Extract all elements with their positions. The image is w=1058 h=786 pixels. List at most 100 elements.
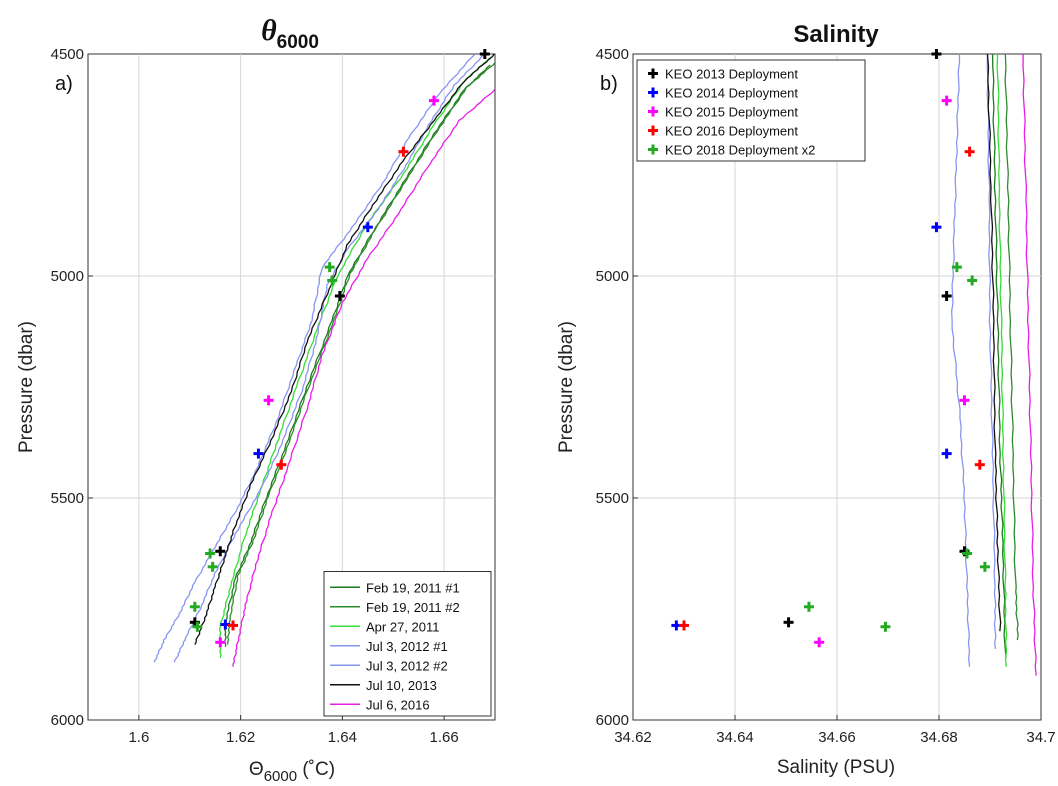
marker-point <box>941 290 952 301</box>
legend-label: Jul 3, 2012 #1 <box>366 639 448 654</box>
legend-label: KEO 2018 Deployment x2 <box>665 143 815 158</box>
marker-point <box>974 459 985 470</box>
chart-a-title-symbol: θ <box>261 14 277 47</box>
series-line-5 <box>996 54 1008 667</box>
y-tick-label: 5000 <box>51 268 84 285</box>
series-line-4 <box>991 54 1007 658</box>
chart-a-grid <box>88 54 495 720</box>
y-tick-label: 6000 <box>596 712 629 729</box>
y-tick-label: 5000 <box>596 268 629 285</box>
legend-box <box>323 571 492 717</box>
marker-point <box>215 546 226 557</box>
chart-b-xlabel: Salinity (PSU) <box>777 757 895 778</box>
chart-b-markers <box>671 49 990 648</box>
chart-a-ticks: 1.6 1.62 1.64 1.66 4500 5000 5500 6000 <box>51 46 459 746</box>
series-line-3 <box>218 57 491 658</box>
marker-point <box>263 395 274 406</box>
chart-a-xlabel-symbol: Θ <box>249 759 264 780</box>
chart-b-ticks: 34.62 34.64 34.66 34.68 34.7 4500 5000 5500 6000 <box>596 46 1056 746</box>
marker-point <box>679 620 689 631</box>
series-line-6 <box>1004 54 1019 641</box>
chart-b-legend: KEO 2013 Deployment KEO 2014 Deployment KE… <box>636 59 866 162</box>
x-tick-label: 34.64 <box>716 729 754 746</box>
series-line-7 <box>232 89 495 667</box>
marker-point <box>951 262 962 273</box>
marker-point <box>964 146 975 157</box>
x-tick-label: 1.66 <box>430 729 459 746</box>
chart-b-series <box>951 54 1037 676</box>
legend-label: KEO 2016 Deployment <box>665 124 798 139</box>
x-tick-label: 1.64 <box>328 729 357 746</box>
marker-point <box>205 548 216 559</box>
marker-point <box>362 222 373 233</box>
marker-point <box>334 290 345 301</box>
legend-label: Apr 27, 2011 <box>366 619 439 634</box>
x-tick-label: 34.66 <box>818 729 856 746</box>
marker-point <box>979 561 990 572</box>
chart-a-xlabel: Θ6000 (˚C) <box>249 759 335 785</box>
chart-a-ylabel: Pressure (dbar) <box>16 321 37 453</box>
marker-point <box>324 262 335 273</box>
series-line-1 <box>951 54 971 667</box>
legend-label: Feb 19, 2011 #2 <box>366 600 460 615</box>
marker-point <box>967 275 978 286</box>
chart-b-title: Salinity <box>793 21 879 48</box>
marker-point <box>880 621 891 632</box>
chart-a-title-subscript: 6000 <box>277 32 319 53</box>
x-tick-label: 34.62 <box>614 729 652 746</box>
marker-point <box>189 601 200 612</box>
y-tick-label: 6000 <box>51 712 84 729</box>
marker-point <box>479 49 490 59</box>
legend-box <box>636 59 866 162</box>
marker-point <box>398 146 409 157</box>
legend-label: Jul 6, 2016 <box>366 697 430 712</box>
marker-point <box>931 49 942 59</box>
series-line-5 <box>173 54 486 663</box>
series-line-7 <box>1022 54 1037 676</box>
series-line-6 <box>194 54 495 645</box>
marker-point <box>276 459 287 470</box>
chart-a-markers <box>189 49 490 648</box>
x-tick-label: 34.68 <box>920 729 958 746</box>
marker-point <box>428 95 439 106</box>
x-tick-label: 1.6 <box>128 729 149 746</box>
chart-a-xlabel-subscript: 6000 <box>264 768 297 785</box>
chart-b-panel-label: b) <box>600 73 618 95</box>
marker-point <box>941 95 952 106</box>
chart-b: 34.62 34.64 34.66 34.68 34.7 4500 5000 5500 6000… <box>556 21 1056 778</box>
x-tick-label: 34.7 <box>1026 729 1055 746</box>
marker-point <box>814 637 825 648</box>
marker-point <box>783 617 794 628</box>
legend-label: Jul 3, 2012 #2 <box>366 658 448 673</box>
chart-a-series <box>153 54 495 667</box>
marker-point <box>959 395 970 406</box>
legend-label: Jul 10, 2013 <box>366 678 437 693</box>
chart-a-panel-label: a) <box>55 73 73 95</box>
marker-point <box>327 275 338 286</box>
marker-point <box>207 561 218 572</box>
series-line-3 <box>986 54 1002 632</box>
chart-a-legend: Feb 19, 2011 #1 Feb 19, 2011 #2 Apr 27, 20… <box>323 571 492 717</box>
legend-label: KEO 2015 Deployment <box>665 105 798 120</box>
legend-label: Feb 19, 2011 #1 <box>366 580 460 595</box>
legend-label: KEO 2013 Deployment <box>665 67 798 82</box>
chart-a-xlabel-unit: (˚C) <box>297 759 335 780</box>
y-tick-label: 5500 <box>51 490 84 507</box>
chart-b-ylabel: Pressure (dbar) <box>556 321 577 453</box>
series-line-2 <box>986 54 997 650</box>
series-line-2 <box>227 62 495 645</box>
marker-point <box>227 620 238 631</box>
marker-point <box>941 448 952 459</box>
chart-a-title: θ6000 <box>261 14 319 53</box>
legend-label: KEO 2014 Deployment <box>665 86 798 101</box>
marker-point <box>253 448 264 459</box>
marker-point <box>215 637 226 648</box>
x-tick-label: 1.62 <box>226 729 255 746</box>
marker-point <box>192 621 203 632</box>
marker-point <box>803 601 814 612</box>
y-tick-label: 4500 <box>51 46 84 63</box>
marker-point <box>962 548 973 559</box>
series-line-4 <box>153 54 476 663</box>
